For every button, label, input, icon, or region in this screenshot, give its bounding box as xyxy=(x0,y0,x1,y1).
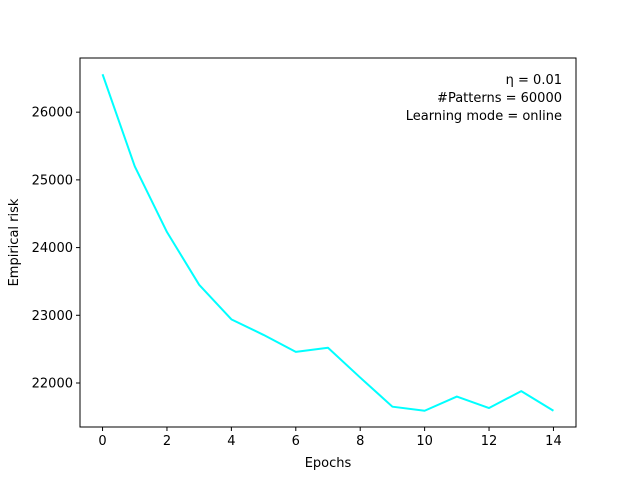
annotation-patterns: #Patterns = 60000 xyxy=(437,91,562,106)
x-tick-label: 6 xyxy=(292,434,300,449)
ticks-layer: 0 2 4 6 8 10 12 14 22000 23000 24000 25000 26000 xyxy=(32,106,562,449)
y-axis-label: Empirical risk xyxy=(7,198,22,286)
y-tick-label: 24000 xyxy=(32,241,73,256)
annotation-learning-mode: Learning mode = online xyxy=(406,109,562,124)
x-tick-label: 2 xyxy=(163,434,171,449)
series-layer xyxy=(101,73,554,412)
y-tick-label: 25000 xyxy=(32,173,73,188)
annotation-block: η = 0.01 #Patterns = 60000 Learning mode… xyxy=(406,73,562,124)
series-line-0 xyxy=(101,73,554,412)
y-tick-label: 23000 xyxy=(32,309,73,324)
x-tick-label: 14 xyxy=(545,434,562,449)
x-tick-label: 4 xyxy=(227,434,235,449)
x-tick-label: 10 xyxy=(416,434,433,449)
y-tick-label: 22000 xyxy=(32,376,73,391)
plot-frame xyxy=(79,57,577,428)
annotation-eta: η = 0.01 xyxy=(506,73,562,88)
x-tick-label: 0 xyxy=(98,434,106,449)
x-axis-label: Epochs xyxy=(305,456,352,471)
x-tick-label: 12 xyxy=(481,434,498,449)
y-tick-label: 26000 xyxy=(32,106,73,121)
x-tick-label: 8 xyxy=(356,434,364,449)
